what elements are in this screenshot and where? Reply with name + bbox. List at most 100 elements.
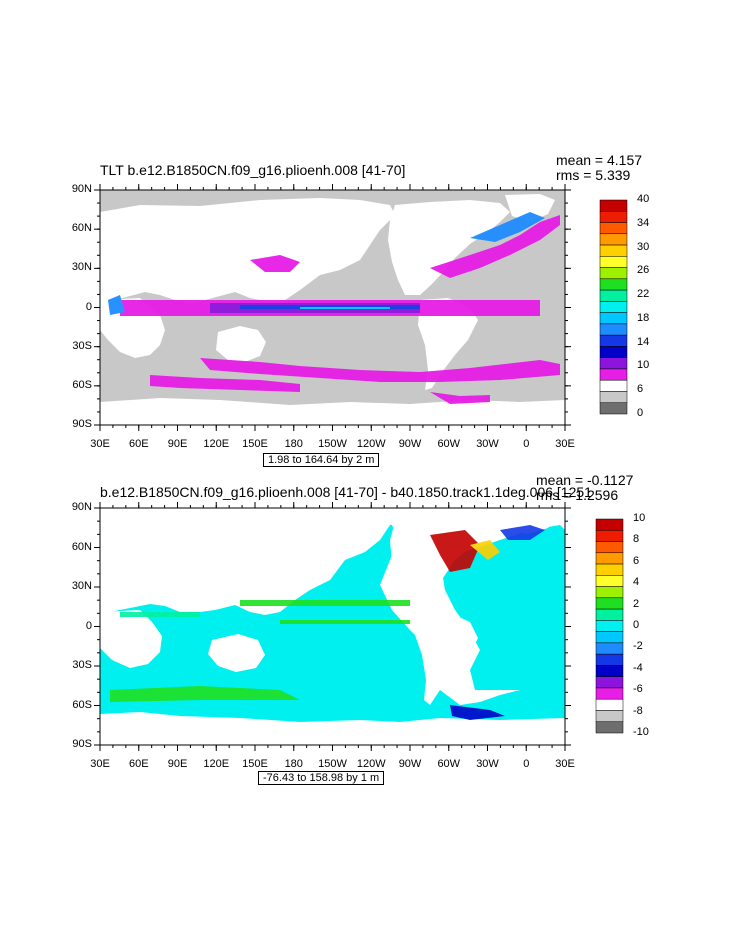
lon-label: 60E xyxy=(128,438,149,450)
lat-label: 90N xyxy=(71,183,92,195)
colorbar-swatch xyxy=(595,541,624,554)
colorbar-swatch xyxy=(599,402,628,415)
colorbar-label: -2 xyxy=(633,640,643,653)
lat-label: 30N xyxy=(71,580,92,592)
colorbar-swatch xyxy=(599,301,628,313)
colorbar-label: 40 xyxy=(637,193,650,205)
colorbar-swatch xyxy=(599,391,628,403)
colorbar-swatch xyxy=(599,278,628,291)
lon-label: 150W xyxy=(318,438,347,450)
colorbar-label: 18 xyxy=(637,311,650,324)
lon-label: 30E xyxy=(555,438,575,450)
colorbar-label: -10 xyxy=(633,726,649,738)
colorbar-swatch xyxy=(599,233,628,246)
colorbar-swatch xyxy=(599,334,628,347)
colorbar-label: -4 xyxy=(633,661,643,674)
colorbar-label: 6 xyxy=(633,554,640,567)
colorbar-swatch xyxy=(599,368,628,381)
colorbar-swatch xyxy=(595,563,624,576)
lon-label: 180 xyxy=(284,758,303,770)
lon-label: 150E xyxy=(242,438,268,450)
colorbar-swatch xyxy=(599,199,628,212)
colorbar-label: 34 xyxy=(637,216,650,229)
lon-label: 150E xyxy=(242,758,268,770)
colorbar-swatch xyxy=(595,665,624,677)
lon-label: 120E xyxy=(203,438,230,450)
panel2-rms: rms = 1.2596 xyxy=(536,487,619,503)
colorbar-label: 22 xyxy=(637,288,650,301)
colorbar-label: 0 xyxy=(633,619,640,631)
lon-label: 90E xyxy=(167,438,188,450)
colorbar-swatch xyxy=(595,642,624,655)
lon-label: 0 xyxy=(523,438,530,450)
colorbar-swatch xyxy=(599,244,628,257)
lon-label: 30E xyxy=(90,758,110,770)
panel2-mean: mean = -0.1127 xyxy=(536,472,634,488)
panel1-rms: rms = 5.339 xyxy=(556,167,631,183)
colorbar-swatch xyxy=(599,267,628,280)
lon-label: 150W xyxy=(318,758,347,770)
lon-label: 90E xyxy=(167,758,188,770)
colorbar-swatch xyxy=(599,312,628,325)
colorbar-label: 26 xyxy=(637,264,650,277)
lon-label: 0 xyxy=(523,758,530,770)
panel2-colorbar xyxy=(595,518,624,734)
colorbar-swatch xyxy=(595,631,624,644)
colorbar-label: -6 xyxy=(633,683,643,696)
colorbar-swatch xyxy=(595,721,624,734)
colorbar-swatch xyxy=(599,211,628,223)
lon-label: 120W xyxy=(356,438,386,450)
colorbar-swatch xyxy=(595,552,624,565)
lon-label: 30W xyxy=(476,438,499,450)
lon-label: 90W xyxy=(398,438,422,450)
lat-label: 90S xyxy=(72,418,92,430)
lon-label: 180 xyxy=(284,438,303,450)
lat-label: 60S xyxy=(72,378,92,391)
lon-label: 30W xyxy=(476,758,499,770)
colorbar-swatch xyxy=(595,586,624,599)
colorbar-label: -8 xyxy=(633,704,643,717)
lat-label: 30S xyxy=(72,339,92,352)
lat-label: 60N xyxy=(71,222,92,235)
colorbar-label: 14 xyxy=(637,335,650,348)
colorbar-swatch xyxy=(595,710,624,722)
lon-label: 60E xyxy=(128,758,149,770)
axis-ticks xyxy=(94,184,571,751)
colorbar-swatch xyxy=(595,687,624,700)
colorbar-label: 8 xyxy=(633,533,640,546)
panel1-title: TLT b.e12.B1850CN.f09_g16.plioenh.008 [4… xyxy=(100,162,406,178)
lat-label: 30S xyxy=(72,659,92,671)
lat-label: 90N xyxy=(71,501,92,513)
colorbar-swatch xyxy=(599,256,628,268)
panel2-title: b.e12.B1850CN.f09_g16.plioenh.008 [41-70… xyxy=(100,484,592,500)
lon-label: 30E xyxy=(555,758,575,770)
colorbar-label: 2 xyxy=(633,597,640,610)
colorbar-label: 10 xyxy=(633,512,646,524)
lat-label: 60N xyxy=(71,540,92,553)
colorbar-swatch xyxy=(599,289,628,302)
lat-label: 0 xyxy=(85,300,92,313)
colorbar-swatch xyxy=(599,323,628,336)
panel2-map xyxy=(100,508,565,745)
colorbar-label: 10 xyxy=(637,359,650,372)
lon-label: 60W xyxy=(437,758,461,770)
colorbar-label: 30 xyxy=(637,240,650,253)
lon-label: 120E xyxy=(203,758,230,770)
colorbar-swatch xyxy=(599,379,628,392)
lat-label: 60S xyxy=(72,698,92,711)
lat-label: 30N xyxy=(71,261,92,274)
colorbar-swatch xyxy=(595,597,624,610)
colorbar-swatch xyxy=(599,346,628,358)
panel2-range-label: -76.43 to 158.98 by 1 m xyxy=(258,771,385,785)
panel1-map xyxy=(100,190,565,425)
panel1-mean: mean = 4.157 xyxy=(556,152,643,168)
colorbar-swatch xyxy=(595,608,624,621)
colorbar-swatch xyxy=(595,698,624,711)
colorbar-label: 6 xyxy=(637,383,644,396)
colorbar-swatch xyxy=(595,676,624,689)
colorbar-label: 0 xyxy=(637,407,644,419)
panel1-colorbar xyxy=(599,199,628,415)
lat-label: 90S xyxy=(72,738,92,750)
lon-label: 30E xyxy=(90,438,110,450)
